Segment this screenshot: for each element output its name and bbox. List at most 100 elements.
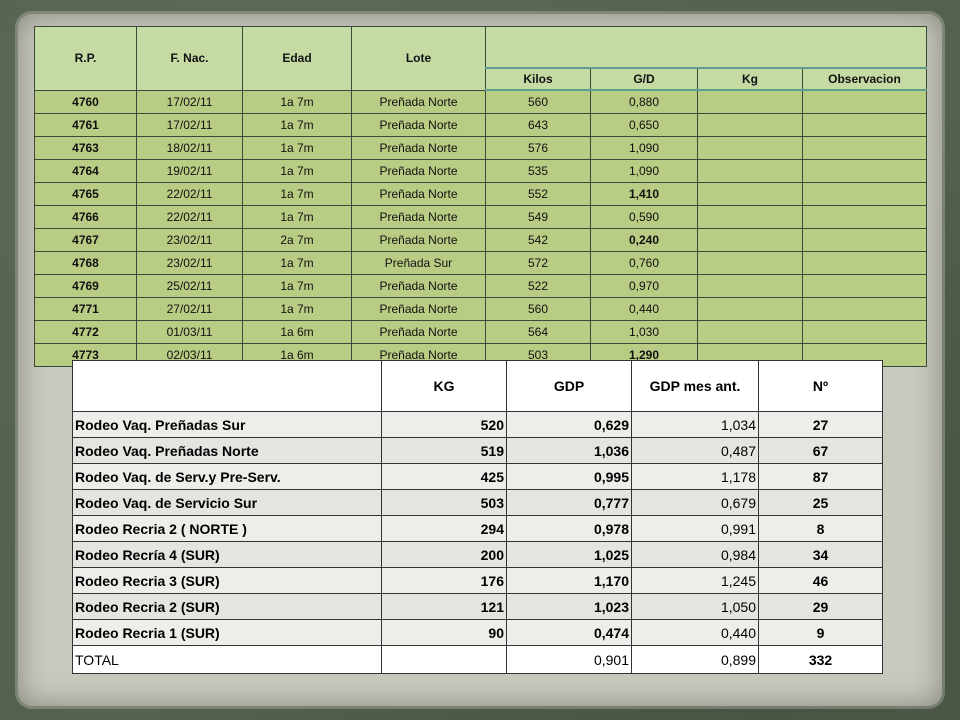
cell-gd: 0,880 (590, 89, 698, 114)
cell-kg (697, 159, 803, 183)
rodeo-name: Rodeo Recria 3 (SUR) (72, 567, 382, 594)
rodeo-nro: 25 (758, 489, 883, 516)
rodeo-gdp-prev: 1,178 (631, 463, 759, 490)
table-row: 4768 23/02/11 1a 7m Preñada Sur 572 0,760 (34, 251, 927, 275)
cell-lote: Preñada Norte (351, 113, 486, 137)
cell-lote: Preñada Norte (351, 274, 486, 298)
rodeo-nro: 9 (758, 619, 883, 646)
cell-edad: 1a 7m (242, 113, 352, 137)
cell-rp: 4760 (34, 89, 137, 114)
cell-fnac: 22/02/11 (136, 182, 243, 206)
cell-fnac: 23/02/11 (136, 251, 243, 275)
cell-fnac: 27/02/11 (136, 297, 243, 321)
rodeo-gdp: 0,629 (506, 411, 632, 438)
cell-edad: 1a 7m (242, 136, 352, 160)
cell-fnac: 19/02/11 (136, 159, 243, 183)
rodeo-name: Rodeo Recria 2 ( NORTE ) (72, 515, 382, 542)
total-gdp: 0,901 (506, 645, 632, 674)
table-row: 4763 18/02/11 1a 7m Preñada Norte 576 1,090 (34, 136, 927, 160)
cell-observacion (802, 274, 927, 298)
total-label: TOTAL (72, 645, 382, 674)
col-header-gd: G/D (590, 67, 698, 91)
rodeo-nro: 87 (758, 463, 883, 490)
cell-rp: 4766 (34, 205, 137, 229)
col-header-kilos: Kilos (485, 67, 591, 91)
cell-kilos: 576 (485, 136, 591, 160)
cell-lote: Preñada Norte (351, 159, 486, 183)
cell-kg (697, 251, 803, 275)
cell-observacion (802, 228, 927, 252)
table-row: Rodeo Recría 4 (SUR) 200 1,025 0,984 34 (72, 541, 883, 568)
rodeo-gdp: 1,036 (506, 437, 632, 464)
cell-kilos: 522 (485, 274, 591, 298)
cell-rp: 4769 (34, 274, 137, 298)
col-header-observacion: Observacion (802, 67, 927, 91)
rodeo-kg: 176 (381, 567, 507, 594)
rodeo-summary-table: KG GDP GDP mes ant. Nº Rodeo Vaq. Preñad… (72, 360, 883, 674)
rodeo-gdp: 1,025 (506, 541, 632, 568)
rodeo-kg: 519 (381, 437, 507, 464)
cell-kg (697, 89, 803, 114)
cell-lote: Preñada Norte (351, 297, 486, 321)
rodeo-gdp: 0,777 (506, 489, 632, 516)
cell-observacion (802, 320, 927, 344)
cell-edad: 1a 7m (242, 297, 352, 321)
table-row: 4767 23/02/11 2a 7m Preñada Norte 542 0,240 (34, 228, 927, 252)
cell-kg (697, 113, 803, 137)
cell-fnac: 18/02/11 (136, 136, 243, 160)
rodeo-nro: 67 (758, 437, 883, 464)
table-row: 4760 17/02/11 1a 7m Preñada Norte 560 0,880 (34, 89, 927, 114)
cell-gd: 0,760 (590, 251, 698, 275)
cell-observacion (802, 136, 927, 160)
cell-edad: 1a 7m (242, 251, 352, 275)
cell-lote: Preñada Norte (351, 89, 486, 114)
cell-observacion (802, 113, 927, 137)
col-header-lote: Lote (351, 26, 486, 91)
cell-fnac: 25/02/11 (136, 274, 243, 298)
rodeo-name: Rodeo Vaq. de Servicio Sur (72, 489, 382, 516)
cell-fnac: 23/02/11 (136, 228, 243, 252)
rodeo-nro: 29 (758, 593, 883, 620)
table-row: 4771 27/02/11 1a 7m Preñada Norte 560 0,440 (34, 297, 927, 321)
rodeo-name: Rodeo Vaq. Preñadas Norte (72, 437, 382, 464)
cell-kg (697, 274, 803, 298)
col-header-fnac: F. Nac. (136, 26, 243, 91)
rodeo-gdp-prev: 0,679 (631, 489, 759, 516)
cell-kilos: 552 (485, 182, 591, 206)
cell-edad: 1a 7m (242, 89, 352, 114)
rodeo-name: Rodeo Recria 1 (SUR) (72, 619, 382, 646)
summary-header-gdp-prev: GDP mes ant. (631, 360, 759, 412)
cell-fnac: 17/02/11 (136, 113, 243, 137)
table-row: Rodeo Recria 1 (SUR) 90 0,474 0,440 9 (72, 619, 883, 646)
cell-observacion (802, 297, 927, 321)
rodeo-gdp: 0,474 (506, 619, 632, 646)
cell-rp: 4772 (34, 320, 137, 344)
table-row: 4764 19/02/11 1a 7m Preñada Norte 535 1,090 (34, 159, 927, 183)
cell-gd: 0,650 (590, 113, 698, 137)
cell-rp: 4763 (34, 136, 137, 160)
cell-rp: 4767 (34, 228, 137, 252)
cell-kg (697, 205, 803, 229)
table-row: Rodeo Recria 2 (SUR) 121 1,023 1,050 29 (72, 593, 883, 620)
col-header-rp: R.P. (34, 26, 137, 91)
cell-lote: Preñada Norte (351, 136, 486, 160)
table-row: Rodeo Recria 3 (SUR) 176 1,170 1,245 46 (72, 567, 883, 594)
cell-kg (697, 136, 803, 160)
rodeo-kg: 425 (381, 463, 507, 490)
cell-observacion (802, 205, 927, 229)
cell-rp: 4771 (34, 297, 137, 321)
cell-gd: 0,440 (590, 297, 698, 321)
rodeo-kg: 90 (381, 619, 507, 646)
rodeo-gdp: 1,170 (506, 567, 632, 594)
cell-lote: Preñada Norte (351, 320, 486, 344)
cell-edad: 1a 6m (242, 320, 352, 344)
animal-weights-body: 4760 17/02/11 1a 7m Preñada Norte 560 0,880 47… (34, 89, 927, 367)
rodeo-kg: 294 (381, 515, 507, 542)
cell-kg (697, 228, 803, 252)
rodeo-gdp: 0,995 (506, 463, 632, 490)
cell-kilos: 643 (485, 113, 591, 137)
summary-header-blank (72, 360, 382, 412)
cell-kilos: 564 (485, 320, 591, 344)
cell-kg (697, 320, 803, 344)
rodeo-name: Rodeo Vaq. de Serv.y Pre-Serv. (72, 463, 382, 490)
